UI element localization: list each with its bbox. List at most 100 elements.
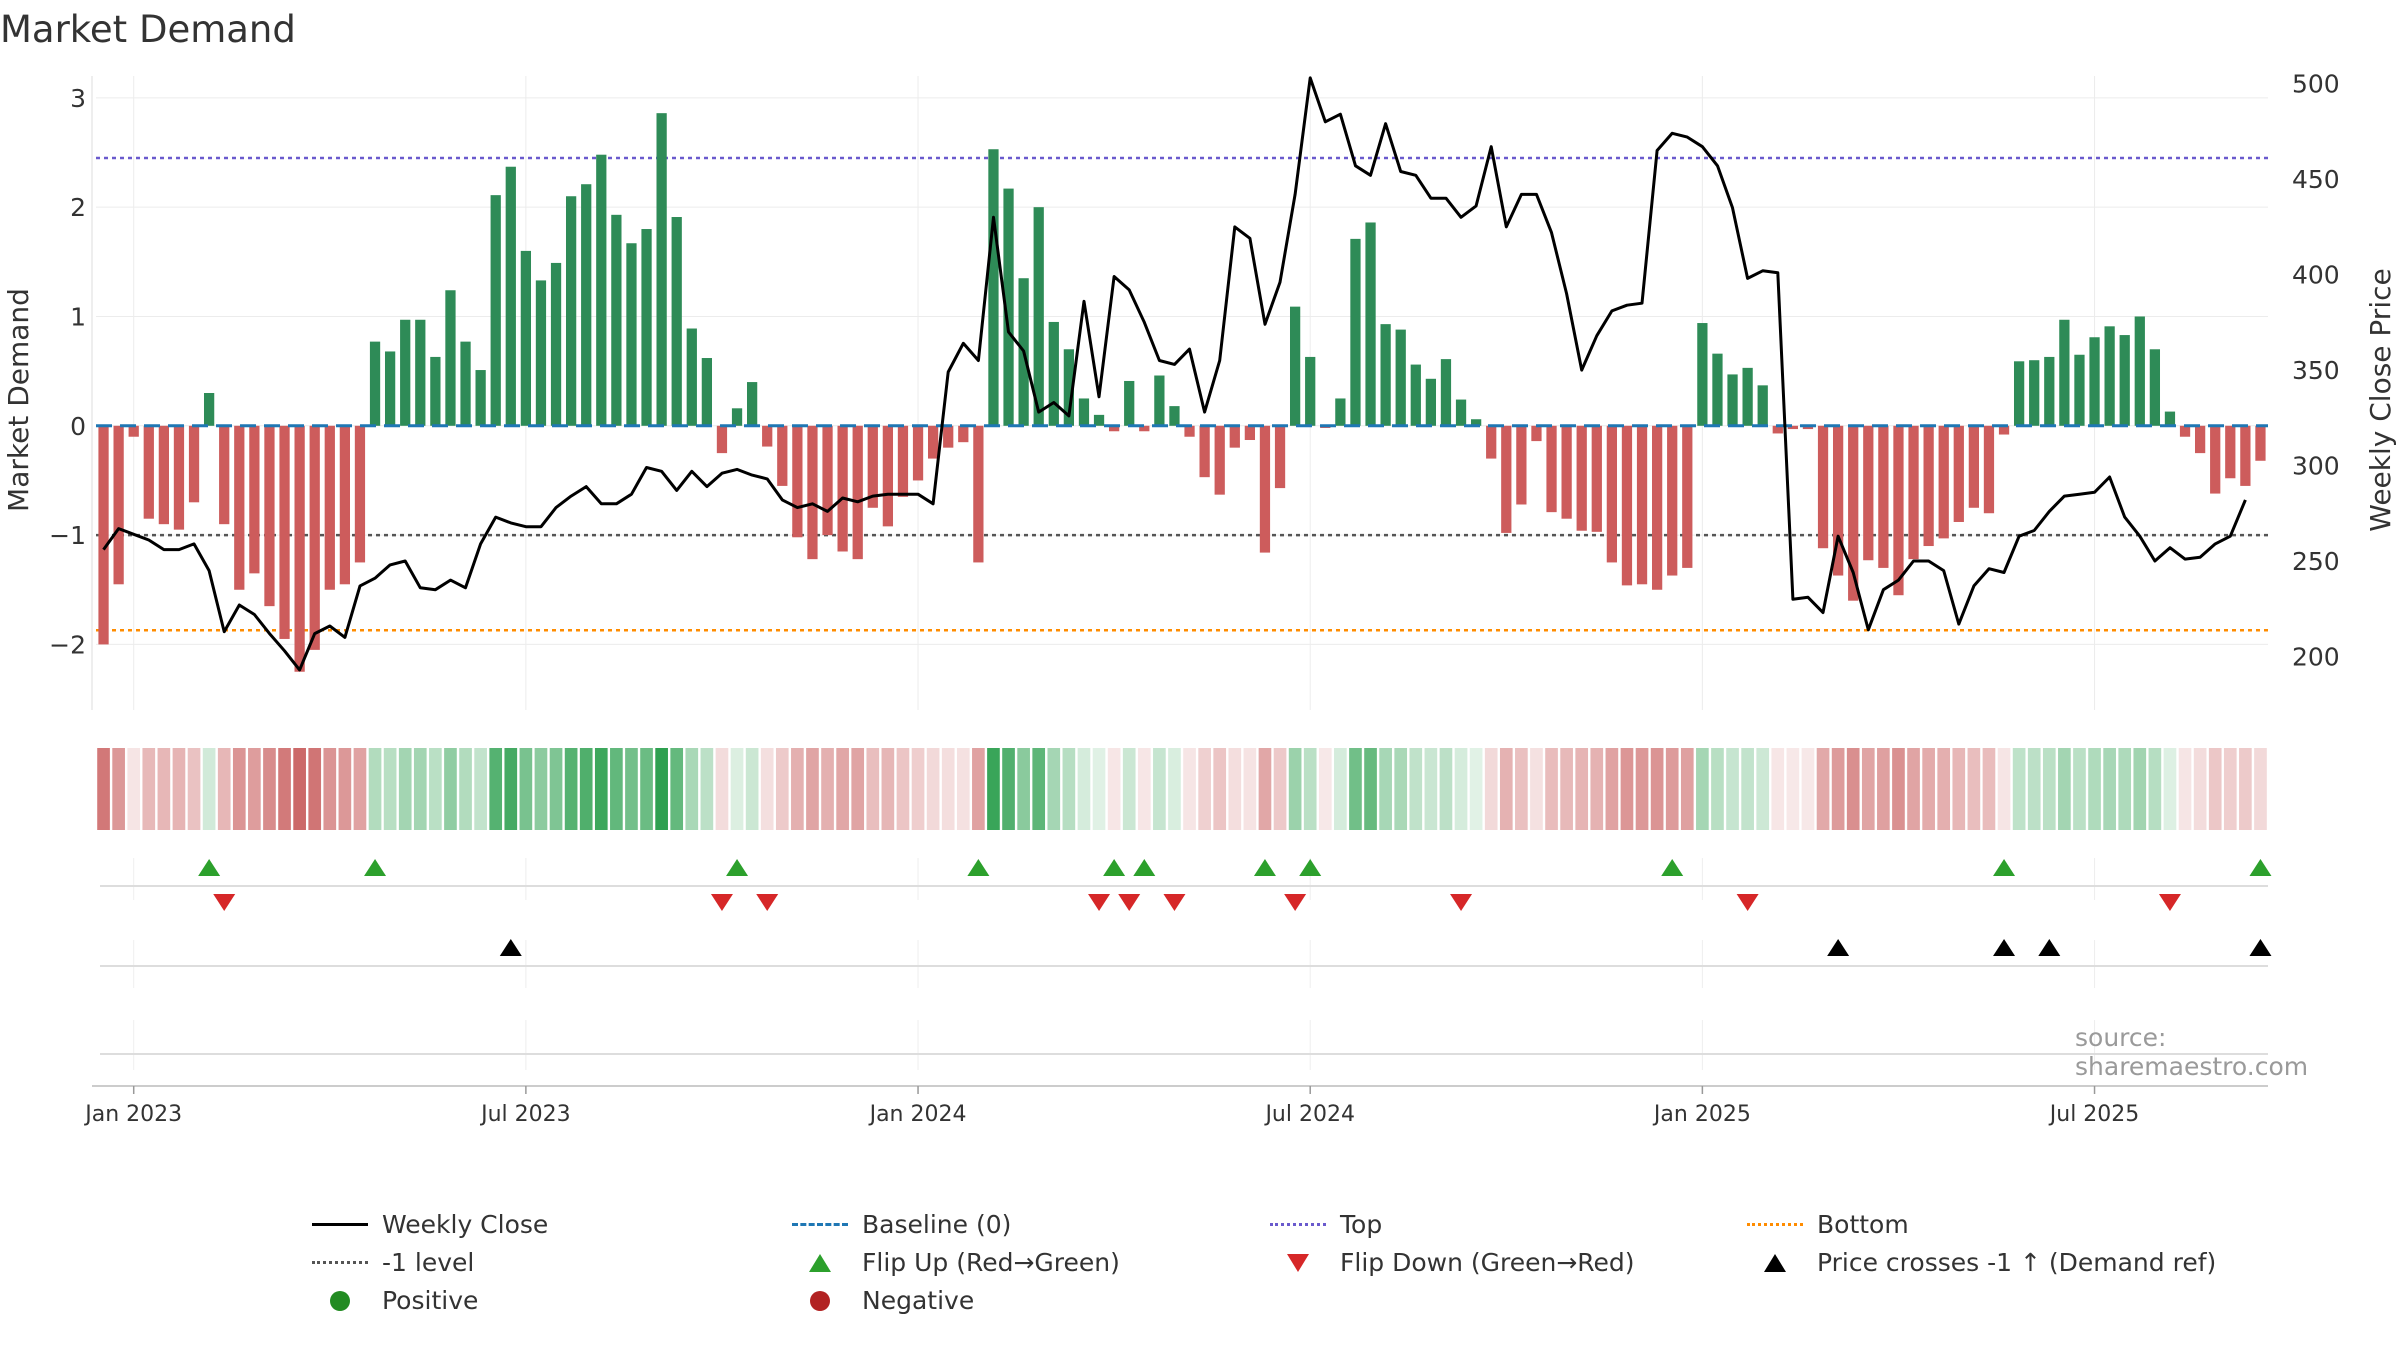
flip-up-marker — [198, 859, 221, 876]
heat-strip-cell — [625, 748, 638, 830]
demand-bar — [234, 425, 245, 590]
heat-strip-cell — [941, 748, 955, 830]
demand-bar — [1848, 425, 1859, 601]
heat-strip-cell — [1062, 748, 1076, 830]
demand-bar — [2164, 411, 2176, 426]
demand-bar — [505, 166, 516, 426]
demand-bar — [279, 425, 290, 639]
legend-positive-label: Positive — [382, 1286, 479, 1315]
demand-bar — [1259, 425, 1271, 553]
heat-strip-cell — [1620, 748, 1634, 830]
flip-down-marker — [710, 894, 733, 911]
demand-bar — [1214, 425, 1225, 495]
demand-bar — [1938, 425, 1949, 539]
heat-strip-cell — [1002, 748, 1015, 830]
demand-bar — [565, 196, 577, 426]
heat-strip-cell — [1997, 748, 2011, 830]
heat-strip-cell — [127, 748, 141, 830]
y2-tick-label: 500 — [2292, 70, 2340, 99]
demand-bar — [611, 214, 622, 426]
demand-bar — [1802, 425, 1814, 430]
heat-strip-cell — [172, 748, 186, 830]
demand-bar — [973, 425, 984, 563]
demand-bar — [249, 425, 260, 574]
heat-strip-cell — [1183, 748, 1196, 830]
heat-strip-cell — [1349, 748, 1362, 830]
legend: Weekly Close -1 level Positive Baseline … — [0, 1210, 2400, 1330]
legend-weekly-close-label: Weekly Close — [382, 1210, 549, 1239]
demand-bar — [1124, 380, 1135, 426]
heat-strip-cell — [202, 748, 216, 830]
heat-strip-cell — [1756, 748, 1770, 830]
heat-strip-cell — [1334, 748, 1347, 830]
heat-strip-cell — [1922, 748, 1935, 830]
weekly-close-line — [102, 76, 2247, 672]
demand-bar — [339, 425, 351, 585]
flip-up-marker — [1299, 859, 1322, 876]
heat-strip-cell — [791, 748, 804, 830]
heat-strip-cell — [112, 748, 125, 830]
heat-strip-cell — [1937, 748, 1951, 830]
demand-bar — [927, 425, 939, 459]
heat-strip-cell — [1153, 748, 1166, 830]
demand-bar — [762, 425, 773, 447]
demand-bar — [882, 425, 894, 527]
heat-strip-cell — [1952, 748, 1966, 830]
heat-strip-cell — [1122, 748, 1136, 830]
heat-strip-cell — [1590, 748, 1604, 830]
legend-positive: Positive — [310, 1286, 478, 1315]
heat-strip-cell — [851, 748, 865, 830]
demand-bar — [1787, 425, 1799, 430]
heat-strip-cell — [1816, 748, 1830, 830]
x-tick-label: Jan 2025 — [1652, 1102, 1751, 1127]
heat-strip-cell — [821, 748, 834, 830]
flip-down-marker — [1088, 894, 1111, 911]
heat-strip-cell — [2042, 748, 2056, 830]
demand-bar — [1832, 425, 1844, 576]
demand-bar — [2149, 349, 2161, 426]
price-cross-marker — [499, 939, 522, 956]
heat-strip-cell — [2103, 748, 2116, 830]
demand-bar — [943, 425, 954, 448]
demand-bar — [596, 154, 607, 426]
x-tick-label: Jul 2024 — [1263, 1102, 1355, 1127]
heat-strip-cell — [1635, 748, 1649, 830]
heat-strip-cell — [1907, 748, 1920, 830]
y2-axis-title: Weekly Close Price — [2364, 268, 2397, 531]
legend-bottom-label: Bottom — [1817, 1210, 1909, 1239]
demand-bar — [1606, 425, 1618, 563]
demand-bar — [822, 425, 833, 536]
demand-bar — [958, 425, 969, 443]
demand-bar — [1998, 425, 2010, 435]
heat-strip-cell — [579, 748, 593, 830]
heat-strip-cell — [670, 748, 684, 830]
y-tick-label: 0 — [70, 412, 86, 441]
demand-bar — [701, 358, 713, 426]
demand-bar — [686, 328, 697, 426]
heat-strip-cell — [2118, 748, 2132, 830]
heat-strip-cell — [1515, 748, 1528, 830]
demand-bar — [746, 382, 758, 426]
heat-strip-cell — [142, 748, 156, 830]
flip-up-marker — [967, 859, 990, 876]
heat-strip-cell — [700, 748, 714, 830]
demand-bar — [98, 425, 109, 645]
demand-bar — [641, 229, 652, 426]
demand-bar — [1154, 375, 1165, 426]
heat-strip-cell — [338, 748, 352, 830]
demand-bar — [294, 425, 305, 672]
demand-bar — [324, 425, 335, 590]
flip-up-marker — [1661, 859, 1684, 876]
legend-flip-down-label: Flip Down (Green→Red) — [1340, 1248, 1635, 1277]
heat-strip-cell — [2178, 748, 2192, 830]
heat-strip-cell — [1892, 748, 1905, 830]
demand-bar — [354, 425, 366, 563]
demand-bar — [2194, 425, 2206, 454]
demand-bar — [626, 243, 637, 426]
heat-strip-cell — [2254, 748, 2267, 830]
heat-strip-cell — [248, 748, 261, 830]
demand-bar — [1953, 425, 1964, 522]
heat-strip-cell — [474, 748, 487, 830]
heat-strip-cell — [1831, 748, 1845, 830]
heat-strip-cell — [655, 748, 668, 830]
